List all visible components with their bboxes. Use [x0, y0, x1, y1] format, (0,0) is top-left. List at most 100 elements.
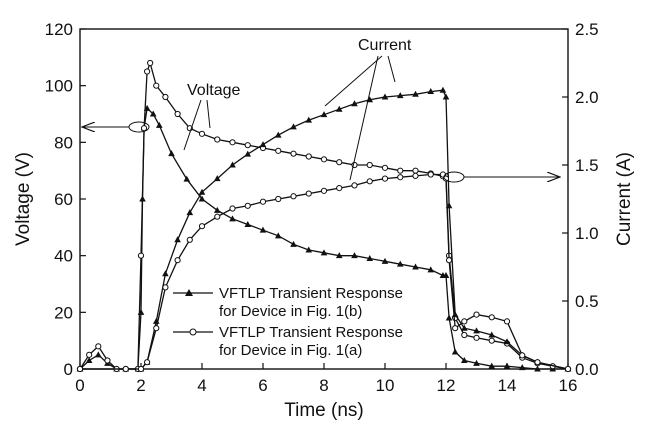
data-point-voltage-triangle: [473, 359, 480, 366]
data-point-current-circle: [229, 205, 236, 212]
data-point-current-triangle: [412, 90, 419, 97]
left-tick-label: 60: [54, 190, 73, 209]
data-point-voltage-triangle: [445, 314, 453, 321]
legend-label-b-line1: VFTLP Transient Response: [219, 285, 403, 302]
data-point-current-circle: [244, 202, 251, 209]
data-point-current-circle: [503, 318, 511, 325]
data-point-current-circle: [351, 182, 358, 189]
data-point-current-triangle: [473, 327, 480, 334]
data-point-voltage-triangle: [518, 364, 526, 371]
data-point-current-triangle: [198, 188, 206, 195]
data-point-voltage-circle: [153, 82, 160, 89]
data-point-current-circle: [488, 314, 495, 321]
data-point-current-circle: [153, 325, 160, 332]
data-point-current-triangle: [351, 100, 358, 107]
data-point-voltage-circle: [104, 357, 111, 364]
right-axis-ticks: 0.0 0.5 1.0 1.5 2.0 2.5: [562, 20, 599, 379]
right-tick-label: 1.0: [575, 224, 599, 243]
data-point-voltage-circle: [229, 139, 236, 146]
right-tick-label: 2.5: [575, 20, 599, 39]
data-point-voltage-circle: [140, 125, 148, 132]
current-pointer-3: [349, 55, 379, 181]
data-point-current-circle: [186, 236, 193, 243]
data-point-current-triangle: [174, 236, 181, 243]
right-tick-label: 0.5: [575, 292, 599, 311]
data-point-voltage-circle: [95, 343, 102, 350]
legend-entry-b: VFTLP Transient Response for Device in F…: [173, 285, 403, 320]
right-tick-label: 2.0: [575, 88, 599, 107]
right-axis-title: Current (A): [614, 152, 635, 246]
data-point-voltage-triangle: [396, 260, 404, 267]
data-point-voltage-triangle: [427, 266, 435, 273]
data-point-current-circle: [320, 187, 328, 194]
x-tick-label: 10: [376, 376, 395, 395]
data-point-current-circle: [162, 284, 169, 291]
data-point-current-circle: [564, 365, 572, 373]
data-point-voltage-circle: [162, 93, 169, 101]
data-point-voltage-triangle: [366, 255, 374, 261]
data-point-voltage-triangle: [290, 240, 297, 247]
data-point-voltage-triangle: [320, 249, 328, 256]
left-tick-label: 20: [54, 303, 73, 322]
legend-circle-marker-a: [189, 328, 197, 336]
left-tick-label: 40: [54, 247, 73, 266]
data-point-current-triangle: [290, 123, 297, 130]
data-point-voltage-triangle: [156, 121, 163, 128]
data-point-voltage-triangle: [442, 272, 450, 278]
data-point-current-triangle: [427, 88, 435, 95]
voltage-pointer-2: [206, 99, 211, 129]
data-point-current-triangle: [320, 111, 328, 118]
data-point-voltage-triangle: [274, 232, 282, 239]
data-point-current-triangle: [213, 175, 221, 182]
x-tick-label: 2: [136, 376, 145, 395]
legend-label-a-line2: for Device in Fig. 1(a): [219, 342, 362, 359]
data-point-current-triangle: [259, 141, 267, 148]
data-point-current-circle: [412, 172, 419, 179]
data-point-voltage-circle: [144, 68, 151, 75]
data-point-voltage-triangle: [351, 252, 358, 259]
data-point-current-triangle: [439, 86, 447, 93]
data-point-voltage-circle: [397, 167, 404, 174]
data-point-voltage-circle: [290, 150, 297, 157]
legend: VFTLP Transient Response for Device in F…: [173, 285, 403, 359]
data-point-current-circle: [174, 257, 181, 264]
data-point-voltage-circle: [198, 130, 206, 137]
voltage-pointer-1: [183, 99, 202, 151]
data-point-current-triangle: [381, 93, 389, 100]
data-point-current-triangle: [186, 209, 194, 216]
data-point-current-triangle: [451, 311, 459, 318]
data-point-current-circle: [534, 359, 541, 366]
data-point-current-circle: [519, 352, 526, 359]
right-tick-label: 1.5: [575, 156, 599, 175]
data-point-voltage-circle: [147, 59, 154, 67]
data-point-current-circle: [290, 193, 297, 200]
data-point-voltage-circle: [320, 156, 328, 163]
data-point-voltage-triangle: [488, 362, 496, 369]
annotation-pointers: [183, 55, 396, 181]
data-point-voltage-triangle: [168, 150, 175, 157]
data-point-current-circle: [76, 365, 84, 373]
data-point-current-triangle: [229, 161, 236, 168]
legend-label-a-line1: VFTLP Transient Response: [219, 324, 403, 341]
data-point-current-circle: [381, 175, 389, 182]
x-tick-label: 8: [319, 376, 328, 395]
data-point-current-circle: [461, 318, 468, 325]
left-tick-label: 120: [45, 20, 73, 39]
current-pointer-1: [324, 55, 383, 107]
data-point-voltage-circle: [174, 110, 181, 118]
data-point-current-triangle: [488, 331, 496, 338]
data-point-voltage-circle: [137, 252, 145, 259]
data-point-voltage-triangle: [381, 257, 389, 264]
legend-label-b-line2: for Device in Fig. 1(b): [219, 303, 362, 320]
right-tick-label: 0.0: [575, 360, 599, 379]
data-point-current-circle: [442, 175, 450, 182]
data-point-current-circle: [214, 213, 221, 220]
x-axis-title: Time (ns): [284, 400, 364, 421]
data-point-voltage-circle: [86, 351, 93, 358]
data-point-voltage-triangle: [461, 357, 468, 363]
current-axis-indicator: [443, 171, 560, 183]
data-point-current-circle: [427, 171, 434, 178]
data-point-voltage-triangle: [503, 362, 511, 369]
data-point-current-triangle: [305, 116, 313, 123]
